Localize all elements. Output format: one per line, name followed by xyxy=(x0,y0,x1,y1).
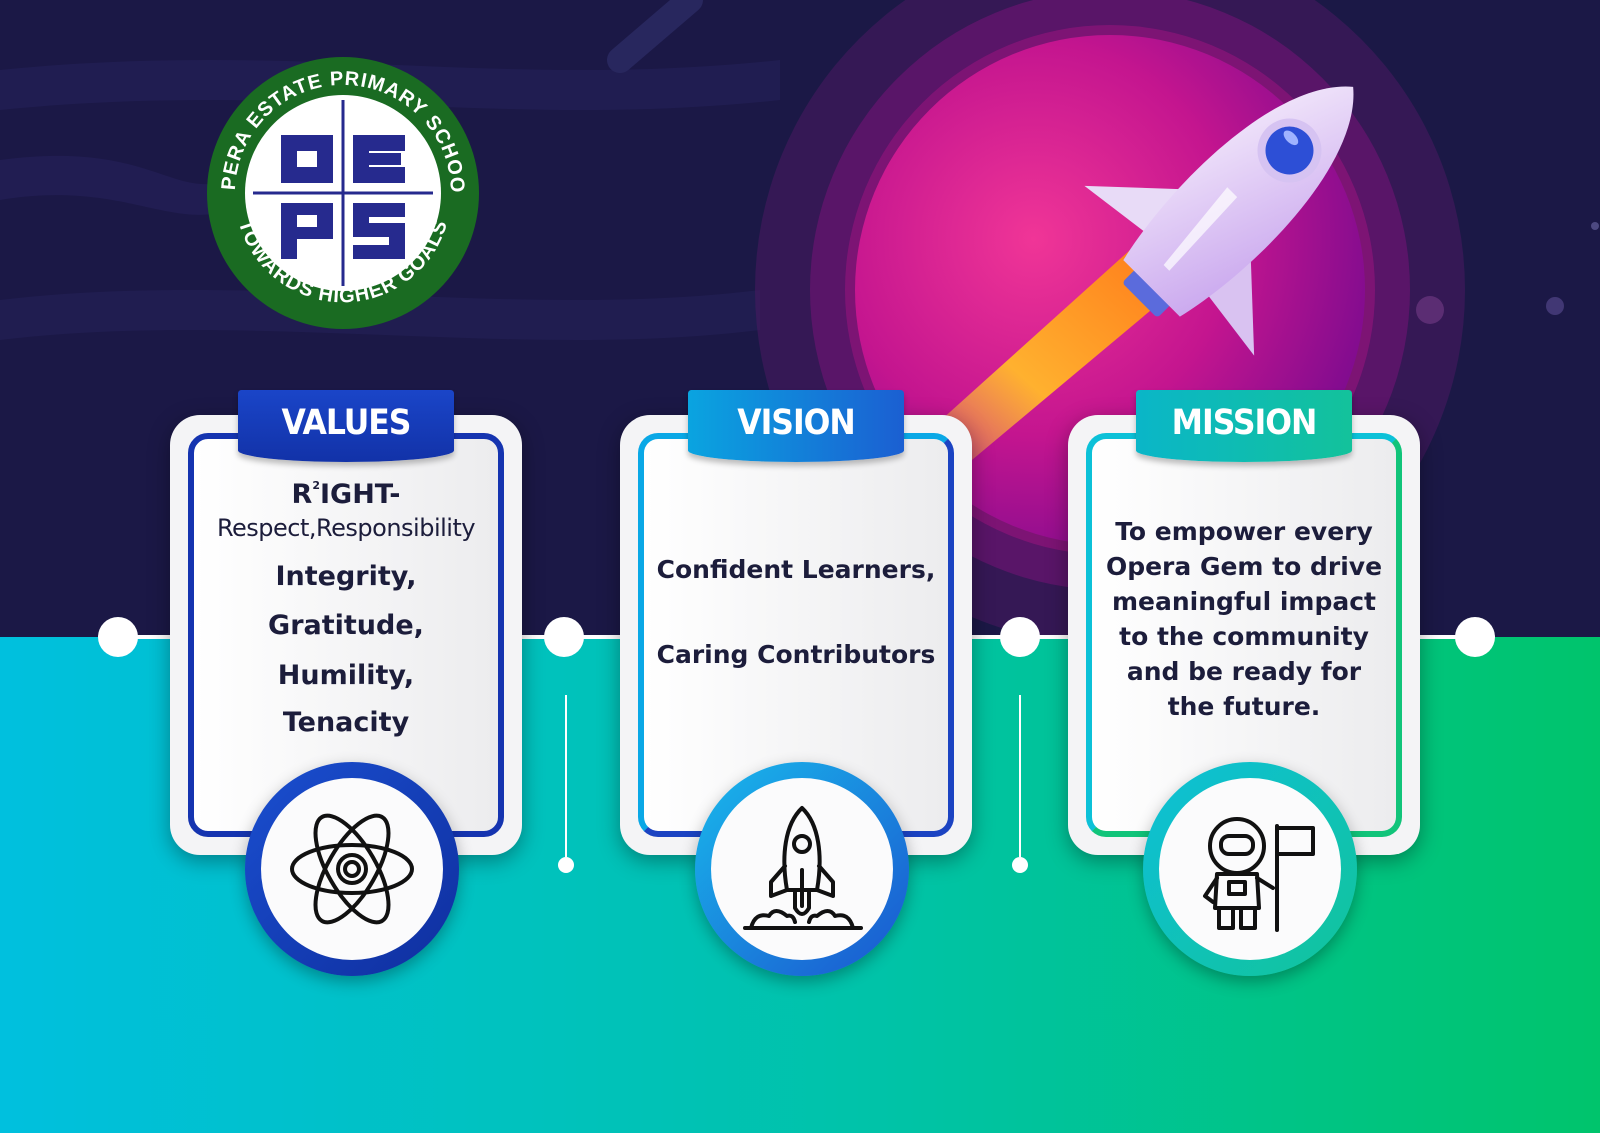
vision-line-caring-contributors: Caring Contributors xyxy=(656,640,936,669)
connector-dot-left xyxy=(558,857,574,873)
values-item-gratitude: Gratitude, xyxy=(268,610,424,641)
values-r-letter: R xyxy=(291,479,313,510)
values-ight: IGHT- xyxy=(319,479,401,510)
rocket-illustration xyxy=(1084,86,1354,356)
vision-badge xyxy=(695,762,909,976)
vision-badge-inner xyxy=(711,778,893,960)
values-item-integrity: Integrity, xyxy=(275,561,417,592)
connector-line-left xyxy=(565,695,567,857)
values-item-humility: Humility, xyxy=(277,660,415,691)
mission-badge-inner xyxy=(1159,778,1341,960)
values-right-heading: R2IGHT- xyxy=(190,479,502,510)
mission-badge xyxy=(1143,762,1357,976)
values-item-tenacity: Tenacity xyxy=(282,707,410,738)
mission-line-6: the future. xyxy=(1167,692,1321,721)
connector-dot-right xyxy=(1012,857,1028,873)
mission-line-5: and be ready for xyxy=(1126,657,1362,686)
connector-line-right xyxy=(1019,695,1021,857)
rocket-launch-icon xyxy=(743,806,863,930)
mission-title-tab: MISSION xyxy=(1136,390,1352,462)
mission-line-1: To empower every xyxy=(1115,517,1373,546)
values-badge-inner xyxy=(261,778,443,960)
atom-icon xyxy=(290,813,414,925)
mission-line-3: meaningful impact xyxy=(1111,587,1377,616)
values-badge xyxy=(245,762,459,976)
values-superscript: 2 xyxy=(312,479,320,492)
astronaut-flag-icon xyxy=(1203,817,1315,932)
school-logo: OPERA ESTATE PRIMARY SCHOOL TOWARDS HIGH… xyxy=(205,55,479,329)
values-respect-responsibility: Respect,Responsibility xyxy=(216,514,476,542)
values-title-tab: VALUES xyxy=(238,390,454,462)
mission-line-2: Opera Gem to drive xyxy=(1105,552,1383,581)
mission-line-4: to the community xyxy=(1119,622,1369,651)
mission-card: MISSION To empower every Opera Gem to dr… xyxy=(1068,390,1420,855)
vision-line-confident-learners: Confident Learners, xyxy=(656,555,936,584)
vision-title-tab: VISION xyxy=(688,390,904,462)
